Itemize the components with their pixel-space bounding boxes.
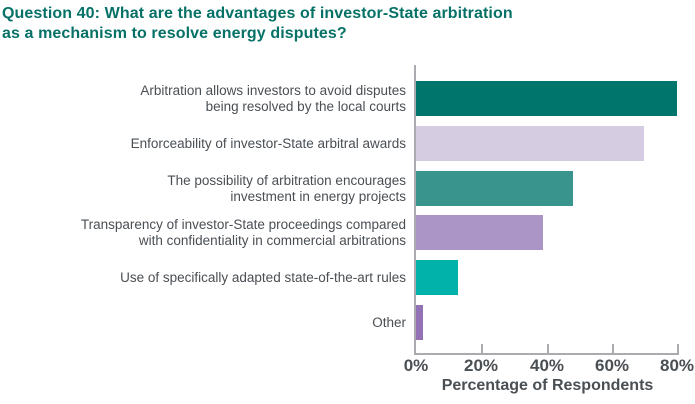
category-label-4-line-1: Transparency of investor-State proceedin… <box>80 216 406 232</box>
bar-6 <box>416 305 423 340</box>
category-label-2: Enforceability of investor-State arbitra… <box>0 126 406 161</box>
x-tick-label-0: 0% <box>403 356 429 375</box>
x-tick-label-40: 40% <box>529 356 565 375</box>
chart-title-line-1: Question 40: What are the advantages of … <box>2 5 513 22</box>
category-label-3-line-2: investment in energy projects <box>230 188 406 204</box>
x-tick-mark-40 <box>547 344 549 353</box>
x-tick-label-20: 20% <box>463 356 499 375</box>
category-label-3-line-1: The possibility of arbitration encourage… <box>167 172 406 188</box>
category-label-5-line-1: Use of specifically adapted state-of-the… <box>120 269 406 285</box>
x-tick-mark-80 <box>677 344 679 353</box>
category-label-6: Other <box>0 305 406 340</box>
category-label-2-line-1: Enforceability of investor-State arbitra… <box>130 135 406 151</box>
category-label-4: Transparency of investor-State proceedin… <box>0 215 406 250</box>
chart-title: Question 40: What are the advantages of … <box>2 4 672 44</box>
category-label-5: Use of specifically adapted state-of-the… <box>0 260 406 295</box>
bar-4 <box>416 215 543 250</box>
x-tick-label-60: 60% <box>594 356 630 375</box>
x-tick-mark-60 <box>612 344 614 353</box>
category-label-4-line-2: with confidentiality in commercial arbit… <box>138 232 406 248</box>
category-label-6-line-1: Other <box>372 314 406 330</box>
category-label-1-line-1: Arbitration allows investors to avoid di… <box>140 82 406 98</box>
bar-1 <box>416 81 677 116</box>
x-axis-label: Percentage of Respondents <box>441 377 654 394</box>
plot-area <box>414 65 679 355</box>
chart-title-line-2: as a mechanism to resolve energy dispute… <box>2 25 347 42</box>
category-label-3: The possibility of arbitration encourage… <box>0 171 406 206</box>
x-tick-label-80: 80% <box>659 356 695 375</box>
category-label-1-line-2: being resolved by the local courts <box>205 98 406 114</box>
x-tick-mark-20 <box>481 344 483 353</box>
bar-3 <box>416 171 573 206</box>
bar-5 <box>416 260 458 295</box>
category-label-1: Arbitration allows investors to avoid di… <box>0 81 406 116</box>
bar-2 <box>416 126 644 161</box>
x-axis-tick-labels: 0% 20% 40% 60% 80% <box>404 356 694 375</box>
